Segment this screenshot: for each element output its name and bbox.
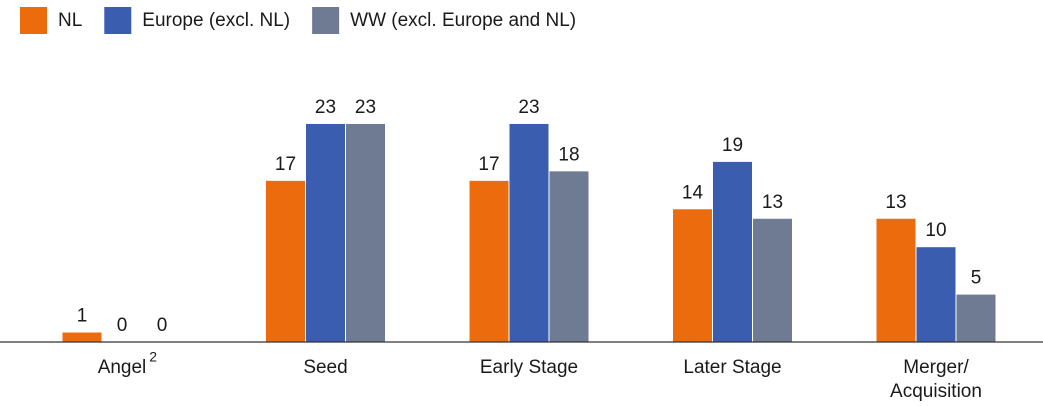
data-label: 5 [971, 268, 982, 289]
data-label: 18 [558, 144, 579, 165]
bar [753, 218, 792, 342]
data-label: 13 [762, 192, 783, 213]
data-label: 0 [157, 315, 168, 336]
x-tick-label: Later Stage [683, 357, 781, 378]
x-tick-label: Merger/Acquisition [890, 357, 982, 402]
data-label: 1 [77, 306, 88, 327]
bar [956, 294, 996, 342]
bar [306, 123, 345, 343]
bar [469, 180, 509, 342]
data-label: 13 [885, 192, 906, 213]
bar [549, 171, 589, 342]
legend-label: WW (excl. Europe and NL) [350, 10, 576, 31]
bar [916, 247, 956, 342]
data-label: 23 [518, 97, 539, 118]
data-label: 10 [925, 220, 946, 241]
bar [62, 332, 102, 342]
x-tick-label: Angel [98, 357, 147, 378]
data-label: 23 [315, 97, 336, 118]
legend-swatch [20, 7, 47, 34]
legend-swatch [312, 7, 340, 34]
data-label: 0 [117, 315, 128, 336]
bar [673, 209, 712, 342]
data-label: 17 [275, 154, 296, 175]
footnote-marker: 2 [149, 349, 157, 365]
bar [876, 218, 916, 342]
x-tick-label: Early Stage [480, 357, 578, 378]
legend-label: Europe (excl. NL) [142, 10, 290, 31]
bar [713, 161, 752, 342]
bar [346, 123, 385, 343]
x-tick-label: Seed [303, 357, 347, 378]
data-label: 23 [355, 97, 376, 118]
data-label: 19 [722, 135, 743, 156]
legend-swatch [104, 7, 132, 34]
data-label: 17 [478, 154, 499, 175]
bar [509, 123, 549, 343]
data-label: 14 [682, 182, 704, 203]
bar [266, 180, 305, 342]
legend-label: NL [58, 10, 82, 31]
